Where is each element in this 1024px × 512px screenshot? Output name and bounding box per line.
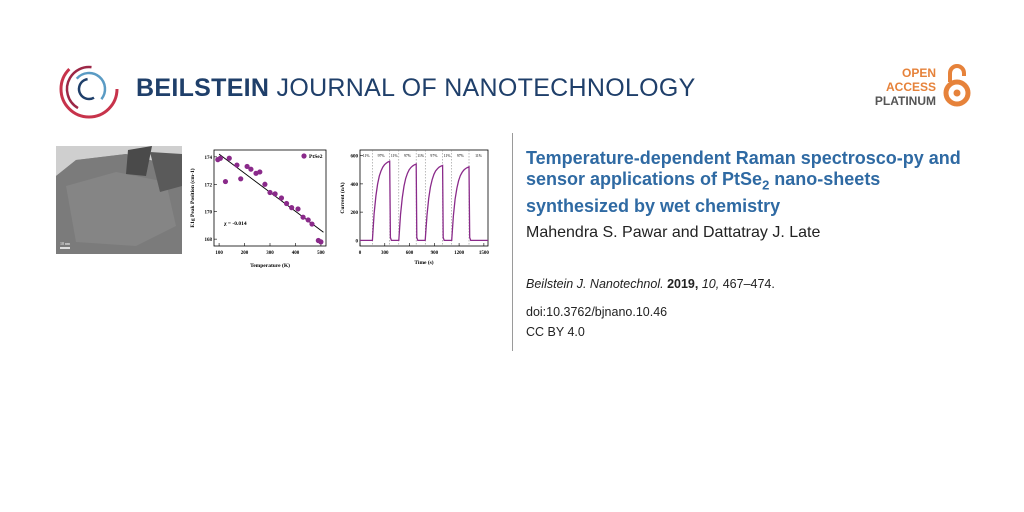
current-xtick-label: 1500 [479,251,490,256]
raman-xtick-label: 300 [266,251,274,256]
raman-plot-frame [213,149,327,247]
current-xtick-label: 1200 [454,251,465,256]
current-annotation: 97% [378,154,386,158]
journal-name: BEILSTEIN JOURNAL OF NANOTECHNOLOGY [136,74,696,103]
raman-legend-marker [301,153,307,159]
current-annotation: 11% [444,154,452,158]
current-ytick-label: 600 [351,155,359,160]
raman-ytick-label: 168 [205,238,213,243]
current-annotation: 11% [417,154,425,158]
current-plot-frame [359,149,489,247]
raman-annotation: χ = -0.014 [223,221,247,227]
raman-data-point [257,169,263,175]
current-ylabel: Current (nA) [339,182,346,213]
raman-data-point [238,176,244,182]
journal-logo[interactable] [56,56,122,122]
current-ytick-label: 0 [356,239,359,244]
raman-data-point [217,155,223,161]
raman-data-point [262,181,268,187]
article-title-part1: Temperature-dependent Raman spectrosco-p… [526,148,961,189]
oa-line-access: ACCESS [885,80,936,94]
citation-pages: 467–474. [722,277,775,291]
raman-ylabel: E1g Peak Position (cm-1) [189,168,196,227]
oa-line-platinum: PLATINUM [874,94,936,108]
citation-journal: Beilstein J. Nanotechnol. [526,277,664,291]
logo-rings-icon [59,59,119,119]
tem-image: 10 nm [56,146,182,254]
raman-xtick-label: 400 [292,251,300,256]
open-access-label: OPEN ACCESS PLATINUM [875,66,936,108]
vertical-divider [512,133,513,351]
journal-name-bold: BEILSTEIN [136,74,270,102]
raman-ytick-label: 174 [205,156,213,161]
current-xtick-label: 300 [381,251,389,256]
current-trace-line [360,160,488,242]
article-title-subscript: 2 [762,177,770,193]
article-doi[interactable]: doi:10.3762/bjnano.10.46 [526,305,668,319]
raman-xtick-label: 100 [215,251,223,256]
raman-xtick-label: 500 [317,251,325,256]
article-title-part2: nano-sheets synthesized by wet chemistry [526,169,881,216]
tem-scale-label: 10 nm [60,241,71,246]
raman-data-point [244,163,250,170]
current-xtick-label: 900 [431,251,439,256]
current-annotation: 97% [404,154,412,158]
raman-data-point [318,239,324,245]
article-title[interactable]: Temperature-dependent Raman spectrosco-p… [526,148,966,217]
raman-data-point [272,191,278,197]
journal-name-rest: JOURNAL OF NANOTECHNOLOGY [276,74,696,102]
raman-xtick-label: 200 [241,251,249,256]
article-authors: Mahendra S. Pawar and Dattatray J. Late [526,224,821,241]
current-annotation: 11% [391,154,399,158]
current-xlabel: Time (s) [414,259,433,266]
current-xtick-label: 600 [406,251,414,256]
raman-data-point [278,195,285,201]
current-annotation: 11% [475,154,483,158]
current-annotation: 97% [430,154,438,158]
current-annotation: 97% [457,154,465,158]
citation-year: 2019, [667,277,699,291]
raman-data-point [267,189,273,196]
citation-volume: 10, [701,277,720,291]
raman-chart: 168 170 172 174 100 200 300 400 500 PtSe2 χ = -… [186,146,332,270]
raman-data-point [234,162,240,168]
raman-data-point [283,200,290,207]
current-chart: 11% 97% 11% 97% 11% 97% 11% 97% 11% 0 200 400 600 0… [338,146,496,270]
current-ytick-label: 400 [351,183,359,188]
raman-data-point [289,205,295,211]
raman-data-point [248,166,254,172]
raman-data-point [300,214,306,220]
raman-ytick-label: 170 [205,211,213,216]
article-license[interactable]: CC BY 4.0 [526,325,585,339]
raman-data-point [305,217,311,223]
raman-data-point [222,178,229,185]
open-access-icon [942,62,972,108]
current-ytick-label: 200 [351,211,359,216]
article-citation: Beilstein J. Nanotechnol. 2019, 10, 467–… [526,277,775,291]
oa-line-open: OPEN [901,66,936,80]
raman-data-point [295,206,301,212]
current-xtick-label: 0 [359,251,362,256]
raman-data-point [226,155,232,161]
raman-legend: PtSe2 [309,154,323,160]
current-annotation: 11% [363,154,371,158]
raman-ytick-label: 172 [205,183,213,188]
raman-data-point [309,221,315,227]
raman-xlabel: Temperature (K) [250,262,290,269]
